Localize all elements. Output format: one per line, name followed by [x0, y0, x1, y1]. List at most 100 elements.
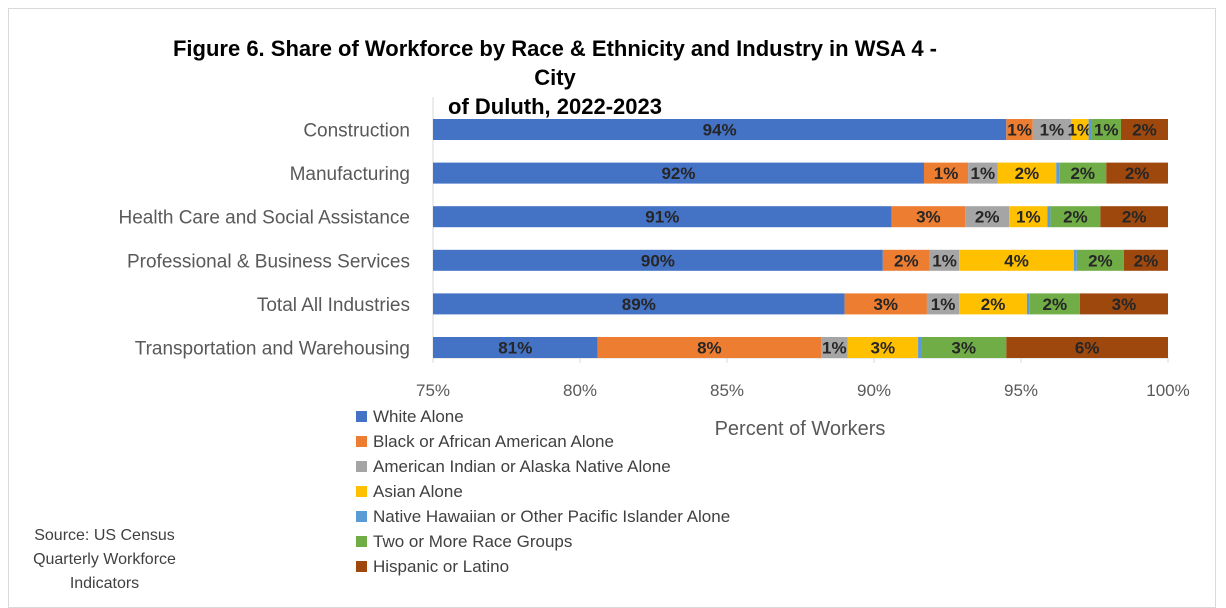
- bar-segment: [965, 206, 1010, 228]
- bar-segment: [433, 293, 845, 315]
- data-label: 2%: [1070, 164, 1095, 183]
- data-label: 2%: [1122, 208, 1147, 227]
- source-line-2: Quarterly Workforce: [33, 551, 176, 568]
- bar-segment: [959, 249, 1074, 271]
- bar-segment: [1009, 206, 1048, 228]
- legend-item: American Indian or Alaska Native Alone: [356, 454, 730, 479]
- x-axis-title: Percent of Workers: [715, 418, 886, 440]
- category-label: Manufacturing: [290, 164, 410, 185]
- data-label: 2%: [1063, 208, 1088, 227]
- data-label: 2%: [1015, 164, 1040, 183]
- legend-swatch: [356, 411, 367, 422]
- data-label: 1%: [1007, 121, 1032, 140]
- data-label: 1%: [1016, 208, 1041, 227]
- data-label: 8%: [697, 339, 722, 358]
- bar-segment: [1123, 249, 1168, 271]
- bar-segment: [433, 249, 883, 271]
- data-label: 91%: [645, 208, 679, 227]
- source-note: Source: US Census Quarterly Workforce In…: [12, 524, 197, 596]
- bar-segment: [433, 162, 924, 184]
- x-tick-label: 90%: [857, 381, 891, 400]
- bar-segment: [1059, 162, 1107, 184]
- x-tick-label: 80%: [563, 381, 597, 400]
- data-label: 6%: [1075, 339, 1100, 358]
- data-label: 2%: [981, 295, 1006, 314]
- legend-label: Black or African American Alone: [373, 431, 614, 451]
- category-label: Transportation and Warehousing: [135, 339, 410, 360]
- x-tick-label: 75%: [416, 381, 450, 400]
- bar-segment: [923, 162, 969, 184]
- legend-swatch: [356, 536, 367, 547]
- bar-segment: [891, 206, 966, 228]
- data-label: 1%: [1040, 121, 1065, 140]
- data-label: 3%: [871, 339, 896, 358]
- data-label: 89%: [622, 295, 656, 314]
- legend-label: Two or More Race Groups: [373, 531, 573, 551]
- data-label: 3%: [1112, 295, 1137, 314]
- x-tick-label: 95%: [1004, 381, 1038, 400]
- bar-segment: [1056, 162, 1060, 184]
- legend-item: Hispanic or Latino: [356, 554, 730, 579]
- data-label: 81%: [498, 339, 532, 358]
- bar-segment: [926, 293, 960, 315]
- x-tick-label: 85%: [710, 381, 744, 400]
- data-label: 92%: [661, 164, 695, 183]
- data-label: 2%: [1088, 251, 1113, 270]
- bar-segment: [597, 337, 822, 358]
- legend-label: Asian Alone: [373, 481, 463, 501]
- bar-segment: [1050, 206, 1101, 228]
- legend-item: White Alone: [356, 404, 730, 429]
- bar-segment: [1079, 293, 1168, 315]
- data-label: 3%: [951, 339, 976, 358]
- data-label: 2%: [1132, 121, 1157, 140]
- bar-segment: [882, 249, 930, 271]
- bar-segment: [929, 249, 960, 271]
- legend-item: Black or African American Alone: [356, 429, 730, 454]
- legend-swatch: [356, 461, 367, 472]
- data-label: 3%: [916, 208, 941, 227]
- bar-segment: [1032, 119, 1071, 140]
- data-label: 2%: [894, 251, 919, 270]
- bar-segment: [968, 162, 998, 184]
- data-label: 1%: [931, 295, 956, 314]
- bar-segment: [1091, 119, 1121, 140]
- bar-segment: [433, 206, 892, 228]
- bar-segment: [1120, 119, 1168, 140]
- bar-segment: [1026, 293, 1030, 315]
- chart-title: Figure 6. Share of Workforce by Race & E…: [150, 34, 960, 121]
- x-tick-label: 100%: [1146, 381, 1189, 400]
- data-label: 1%: [934, 164, 959, 183]
- legend-swatch: [356, 436, 367, 447]
- bar-segment: [847, 337, 919, 358]
- source-line-1: Source: US Census: [34, 527, 175, 544]
- data-label: 2%: [1125, 164, 1150, 183]
- bar-segment: [1047, 206, 1051, 228]
- bar-segment: [997, 162, 1057, 184]
- category-label: Construction: [303, 121, 410, 142]
- data-label: 1%: [970, 164, 995, 183]
- data-label: 1%: [932, 251, 957, 270]
- bar-segment: [821, 337, 848, 358]
- bar-segment: [1076, 249, 1124, 271]
- chart-title-line-2: of Duluth, 2022-2023: [448, 94, 662, 119]
- legend-item: Two or More Race Groups: [356, 529, 730, 554]
- bar-segment: [1088, 119, 1092, 140]
- data-label: 3%: [873, 295, 898, 314]
- category-label: Total All Industries: [257, 295, 410, 316]
- data-label: 2%: [975, 208, 1000, 227]
- legend-item: Native Hawaiian or Other Pacific Islande…: [356, 504, 730, 529]
- chart-legend: White Alone Black or African American Alo…: [356, 404, 730, 579]
- bar-segment: [1106, 162, 1168, 184]
- legend-swatch: [356, 486, 367, 497]
- bar-segment: [959, 293, 1027, 315]
- bar-segment: [1073, 249, 1077, 271]
- category-label: Health Care and Social Assistance: [119, 208, 411, 229]
- data-label: 4%: [1004, 251, 1029, 270]
- data-label: 2%: [1043, 295, 1068, 314]
- chart-title-line-1: Figure 6. Share of Workforce by Race & E…: [172, 36, 938, 90]
- bar-segment: [1006, 337, 1168, 358]
- legend-label: White Alone: [373, 406, 464, 426]
- bar-segment: [918, 337, 922, 358]
- legend-label: American Indian or Alaska Native Alone: [373, 456, 671, 476]
